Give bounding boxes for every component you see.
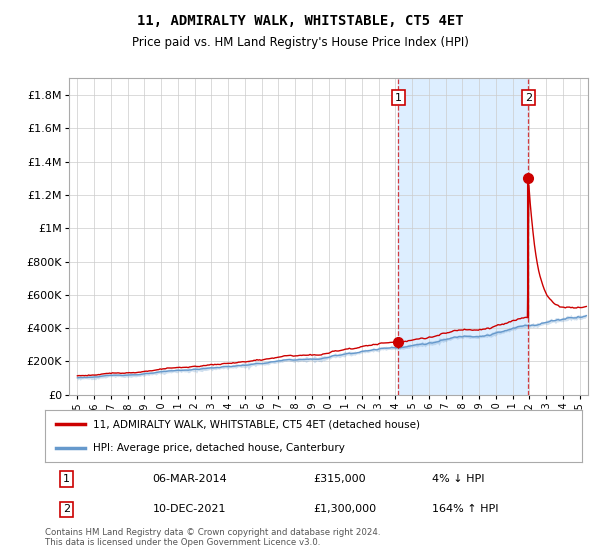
Text: Contains HM Land Registry data © Crown copyright and database right 2024.
This d: Contains HM Land Registry data © Crown c… (45, 528, 380, 547)
Text: £315,000: £315,000 (314, 474, 366, 484)
Text: 10-DEC-2021: 10-DEC-2021 (152, 505, 226, 515)
Text: 11, ADMIRALTY WALK, WHITSTABLE, CT5 4ET: 11, ADMIRALTY WALK, WHITSTABLE, CT5 4ET (137, 14, 463, 28)
Bar (398, 78, 529, 395)
Text: Price paid vs. HM Land Registry's House Price Index (HPI): Price paid vs. HM Land Registry's House … (131, 36, 469, 49)
Text: 164% ↑ HPI: 164% ↑ HPI (431, 505, 498, 515)
Text: 2: 2 (525, 92, 532, 102)
Text: 1: 1 (63, 474, 70, 484)
Text: 2: 2 (63, 505, 70, 515)
Text: 11, ADMIRALTY WALK, WHITSTABLE, CT5 4ET (detached house): 11, ADMIRALTY WALK, WHITSTABLE, CT5 4ET … (94, 419, 421, 430)
Text: 06-MAR-2014: 06-MAR-2014 (152, 474, 227, 484)
Text: HPI: Average price, detached house, Canterbury: HPI: Average price, detached house, Cant… (94, 443, 345, 453)
Text: 1: 1 (395, 92, 402, 102)
Text: 4% ↓ HPI: 4% ↓ HPI (431, 474, 484, 484)
Text: £1,300,000: £1,300,000 (314, 505, 377, 515)
